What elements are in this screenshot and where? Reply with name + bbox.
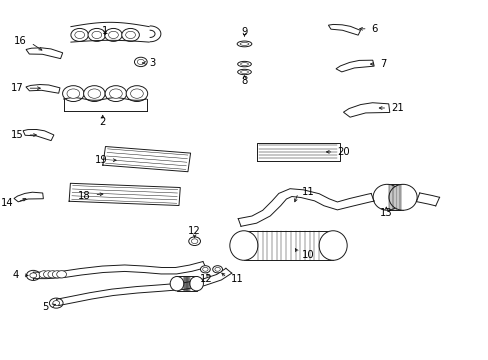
Circle shape	[214, 267, 220, 271]
Circle shape	[39, 271, 49, 278]
Polygon shape	[26, 85, 60, 93]
Circle shape	[52, 271, 62, 278]
Polygon shape	[33, 262, 205, 279]
Polygon shape	[416, 193, 439, 206]
Polygon shape	[14, 192, 43, 202]
Circle shape	[200, 266, 210, 273]
Text: 19: 19	[95, 155, 107, 165]
Circle shape	[137, 59, 144, 64]
Polygon shape	[102, 147, 190, 172]
Circle shape	[71, 28, 88, 41]
Text: 10: 10	[302, 250, 314, 260]
Bar	[177, 276, 196, 291]
Polygon shape	[26, 48, 62, 59]
Ellipse shape	[388, 184, 416, 210]
Text: 2: 2	[99, 117, 106, 127]
Circle shape	[83, 86, 105, 102]
Ellipse shape	[229, 231, 257, 260]
Polygon shape	[328, 24, 360, 35]
Ellipse shape	[237, 69, 251, 75]
Ellipse shape	[189, 276, 203, 291]
Text: 21: 21	[390, 103, 403, 113]
Polygon shape	[57, 268, 231, 306]
Text: 7: 7	[380, 59, 386, 69]
Circle shape	[191, 239, 198, 244]
Circle shape	[104, 28, 122, 41]
Circle shape	[26, 270, 40, 280]
Circle shape	[212, 266, 222, 273]
Circle shape	[126, 86, 147, 102]
Text: 6: 6	[371, 24, 377, 34]
Circle shape	[109, 89, 122, 98]
Circle shape	[88, 28, 105, 41]
Text: 12: 12	[188, 226, 201, 236]
Text: 15: 15	[11, 130, 23, 140]
Ellipse shape	[372, 184, 401, 210]
Polygon shape	[69, 183, 180, 206]
Text: 17: 17	[11, 83, 23, 93]
Circle shape	[62, 86, 84, 102]
Ellipse shape	[240, 63, 248, 66]
Circle shape	[105, 86, 126, 102]
Text: 1: 1	[102, 26, 108, 36]
Ellipse shape	[240, 42, 248, 45]
Circle shape	[122, 28, 139, 41]
Text: 11: 11	[302, 186, 314, 197]
Circle shape	[67, 89, 80, 98]
Text: 9: 9	[241, 27, 247, 37]
Circle shape	[43, 271, 53, 278]
Polygon shape	[256, 143, 339, 161]
Circle shape	[48, 271, 58, 278]
Circle shape	[202, 267, 208, 271]
Ellipse shape	[237, 41, 251, 47]
Circle shape	[53, 301, 60, 306]
Text: 13: 13	[379, 208, 392, 218]
Ellipse shape	[240, 71, 248, 73]
Bar	[244, 231, 332, 260]
Text: 16: 16	[14, 36, 27, 46]
Bar	[386, 184, 402, 210]
Circle shape	[188, 237, 200, 246]
Text: 18: 18	[78, 191, 90, 201]
Ellipse shape	[170, 276, 183, 291]
Circle shape	[134, 57, 147, 67]
Circle shape	[130, 89, 143, 98]
Text: 14: 14	[1, 198, 14, 208]
Text: 11: 11	[230, 274, 243, 284]
Text: 4: 4	[12, 270, 19, 280]
Ellipse shape	[319, 231, 346, 260]
Text: 12: 12	[200, 274, 212, 284]
Circle shape	[30, 273, 37, 278]
Text: 20: 20	[337, 147, 349, 157]
Polygon shape	[23, 130, 54, 141]
Polygon shape	[343, 103, 389, 117]
Circle shape	[57, 271, 66, 278]
Text: 3: 3	[149, 58, 155, 68]
Polygon shape	[238, 189, 373, 226]
Circle shape	[49, 298, 63, 308]
Ellipse shape	[237, 62, 251, 67]
Text: 5: 5	[42, 302, 49, 312]
Text: 8: 8	[241, 76, 247, 86]
Circle shape	[88, 89, 101, 98]
Polygon shape	[335, 60, 373, 72]
